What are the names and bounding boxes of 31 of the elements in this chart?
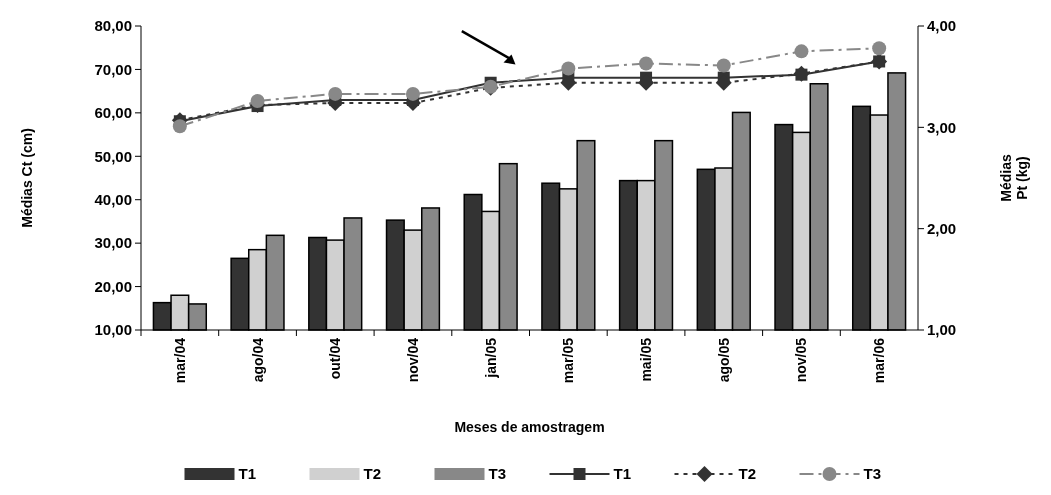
x-tick-label: mar/04 [171, 337, 188, 384]
y-tick-label: 60,00 [94, 104, 132, 122]
legend-label: T1 [613, 465, 632, 483]
x-tick-label: mar/06 [871, 337, 888, 384]
x-axis-title: Meses de amostragem [454, 419, 605, 435]
y2-tick-label: 1,00 [927, 321, 957, 339]
x-tick-label: nov/04 [404, 337, 421, 383]
x-tick-label: ago/04 [249, 337, 266, 383]
legend-label: T3 [488, 465, 507, 483]
legend-label: T3 [863, 465, 882, 483]
x-tick-label: ago/05 [715, 337, 732, 383]
y-tick-label: 40,00 [94, 190, 132, 208]
y-tick-label: 30,00 [94, 234, 132, 252]
y-axis-title: Médias Ct (cm) [19, 128, 35, 228]
x-tick-label: mar/05 [560, 337, 577, 384]
y2-axis-title: Médias Pt (kg) [997, 154, 1031, 202]
y-tick-label: 50,00 [94, 147, 132, 165]
y2-tick-label: 4,00 [927, 17, 957, 35]
x-tick-label: jan/05 [482, 337, 499, 379]
y-tick-label: 20,00 [94, 277, 132, 295]
y-tick-label: 10,00 [94, 321, 132, 339]
y2-tick-label: 2,00 [927, 219, 957, 237]
legend-label: T2 [363, 465, 382, 483]
x-tick-label: out/04 [327, 337, 344, 380]
y-tick-label: 80,00 [94, 17, 132, 35]
legend-label: T2 [738, 465, 757, 483]
y2-tick-label: 3,00 [927, 118, 957, 136]
y-tick-label: 70,00 [94, 60, 132, 78]
x-tick-label: mai/05 [638, 337, 655, 382]
x-tick-label: nov/05 [793, 337, 810, 383]
legend-label: T1 [238, 465, 257, 483]
